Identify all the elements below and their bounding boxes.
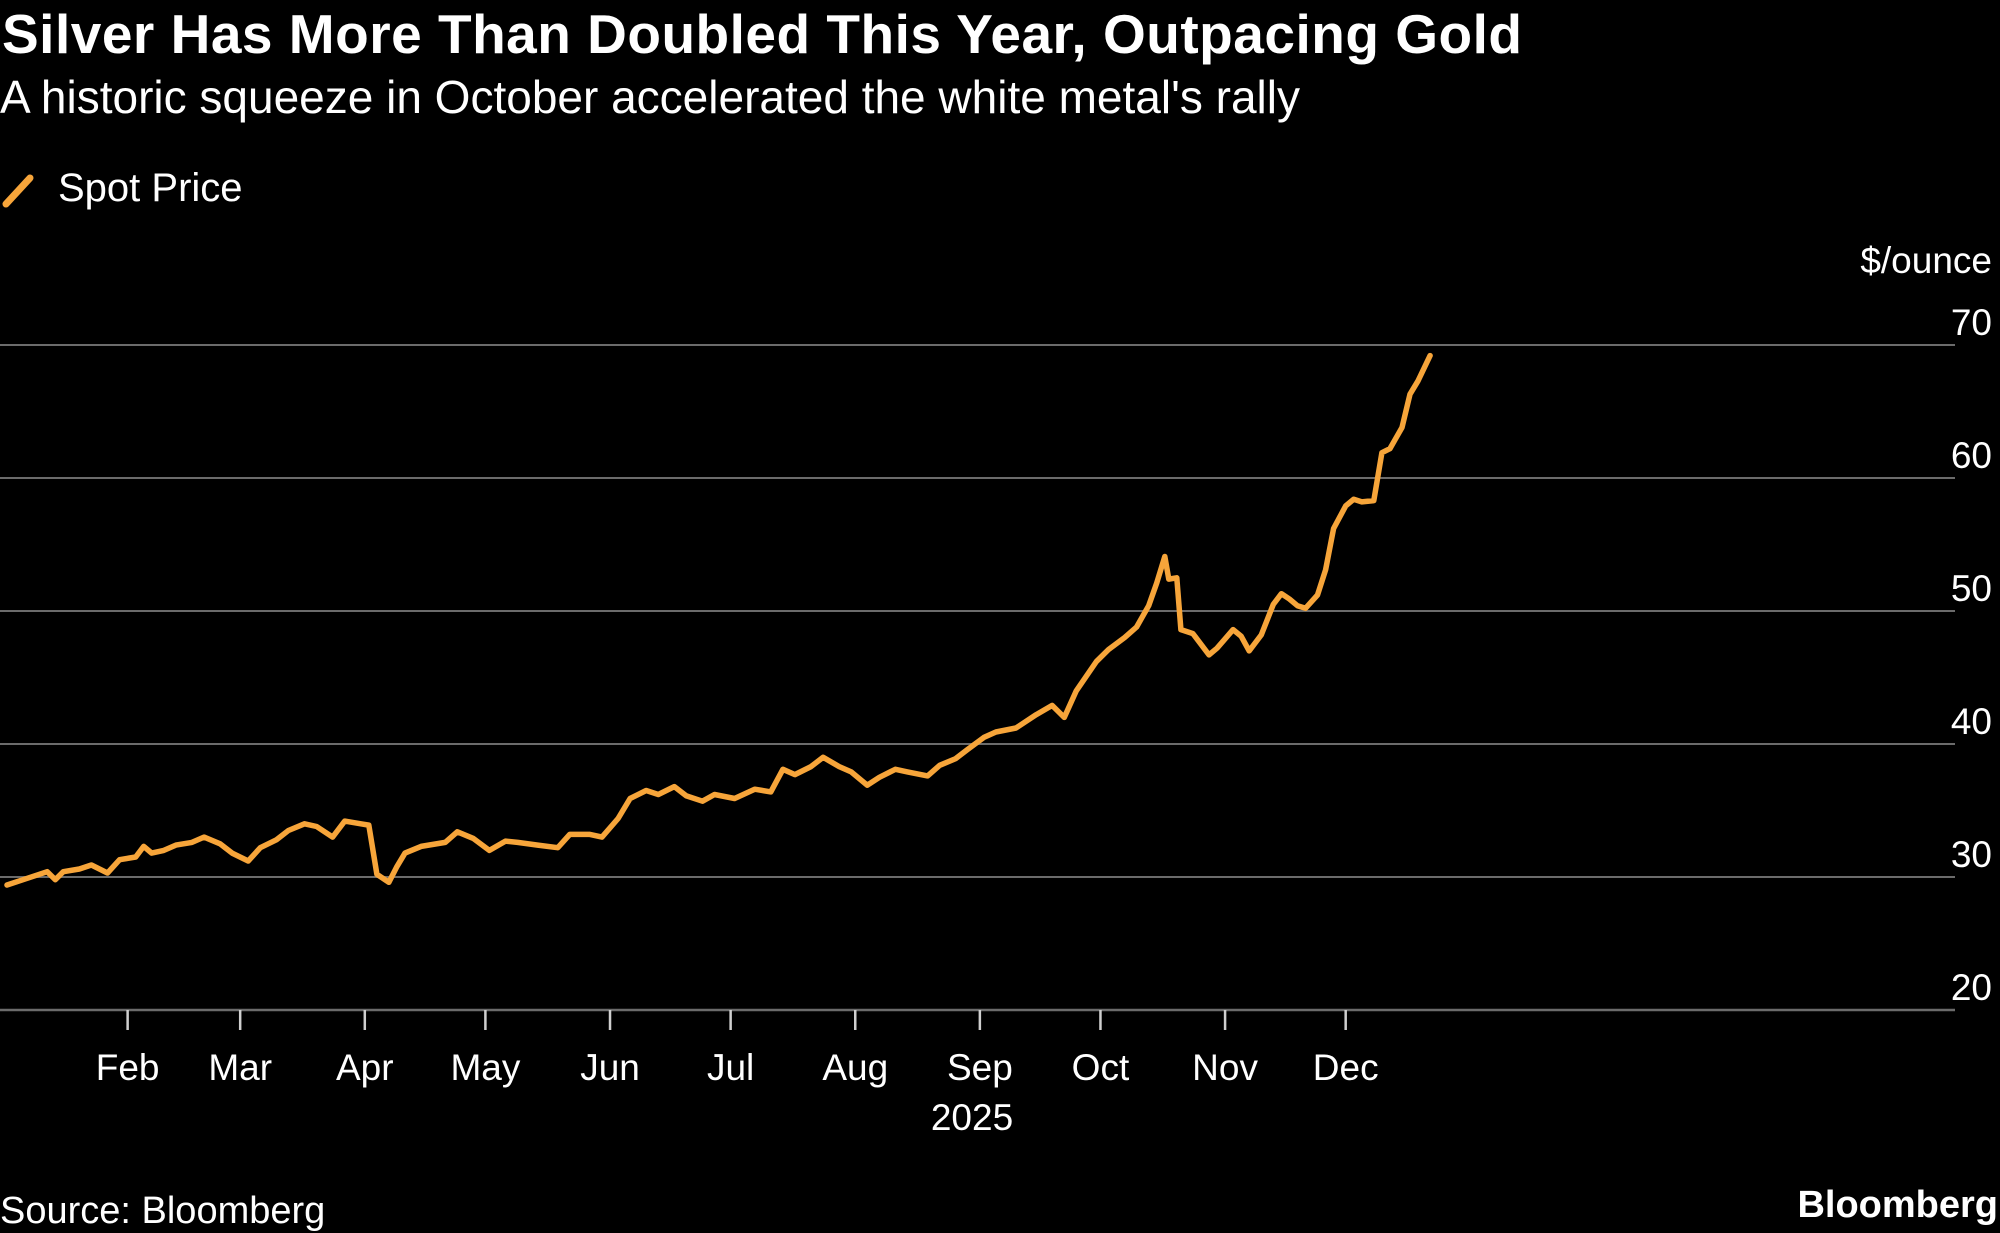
x-axis-year-label: 2025: [931, 1097, 1013, 1135]
x-tick-label: May: [450, 1047, 520, 1088]
y-tick-label: 30: [1951, 834, 1992, 875]
y-tick-label: 40: [1951, 701, 1992, 742]
x-tick-label: Oct: [1072, 1047, 1130, 1088]
series-line-spot-price: [4, 352, 1433, 888]
y-tick-label: 60: [1951, 435, 1992, 476]
x-tick-label: Nov: [1192, 1047, 1258, 1088]
line-chart: 20 30 40 50 60 70 $/ounce Feb Mar Apr May Jun Jul Aug…: [0, 240, 1992, 1135]
y-tick-label: 20: [1951, 967, 1992, 1008]
bloomberg-logo: Bloomberg: [1797, 1184, 1998, 1226]
x-tick-label: Apr: [336, 1047, 394, 1088]
y-axis-unit-label: $/ounce: [1860, 240, 1992, 281]
x-tick-label: Aug: [822, 1047, 888, 1088]
y-tick-label: 50: [1951, 568, 1992, 609]
x-tick-label: Mar: [208, 1047, 272, 1088]
x-tick-label: Jul: [707, 1047, 754, 1088]
chart-subtitle: A historic squeeze in October accelerate…: [0, 71, 1300, 123]
legend: Spot Price: [0, 160, 243, 216]
chart-title: Silver Has More Than Doubled This Year, …: [2, 3, 1523, 65]
x-tick-label: Sep: [947, 1047, 1013, 1088]
x-tick-label: Feb: [96, 1047, 160, 1088]
source-note: Source: Bloomberg: [0, 1190, 326, 1232]
x-tick-label: Jun: [580, 1047, 640, 1088]
legend-label: Spot Price: [58, 165, 243, 210]
y-tick-label: 70: [1951, 302, 1992, 343]
x-tick-label: Dec: [1313, 1047, 1379, 1088]
slash-line-icon: [2, 174, 34, 208]
